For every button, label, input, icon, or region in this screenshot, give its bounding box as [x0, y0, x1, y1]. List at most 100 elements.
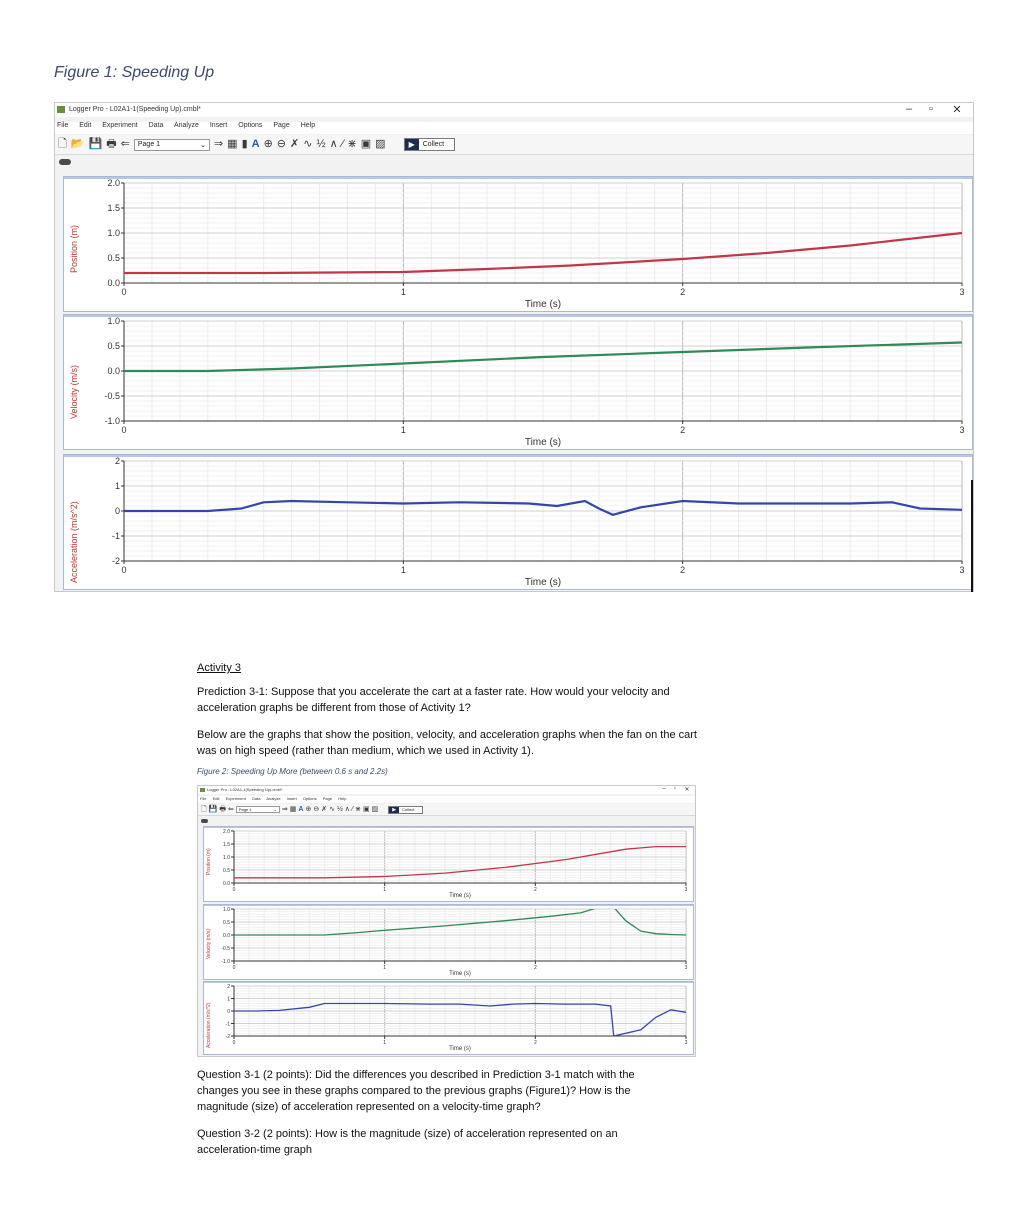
linear-fit-icon[interactable]: ⁄ [341, 138, 344, 150]
figure2-caption: Figure 2: Speeding Up More (between 0.6 … [197, 767, 388, 776]
tangent-icon[interactable]: ∿ [303, 138, 313, 150]
tangent-icon[interactable]: ∿ [329, 806, 335, 813]
calculator-icon[interactable]: ▮ [241, 138, 248, 150]
minimize-button[interactable]: – [905, 103, 913, 115]
series-line [234, 909, 686, 936]
photo-icon[interactable]: ▣ [362, 806, 370, 813]
page-select[interactable]: Page 1 ⌄ [235, 806, 280, 813]
x-axis-title: Time (s) [525, 577, 561, 587]
menu-file[interactable]: File [200, 796, 207, 801]
integral-icon[interactable]: ½ [336, 806, 343, 813]
position-graph-panel[interactable]: Position (m) 2.0 1.5 1.0 0.5 0.0 0 1 2 3 Time (s) [203, 826, 694, 902]
x-tick-label: 0 [121, 565, 126, 575]
restore-button[interactable]: ▫ [673, 786, 677, 792]
panel-top-bar [204, 982, 693, 983]
open-file-icon[interactable]: 📂 [70, 138, 85, 150]
window-title: Logger Pro - L02A1-1(Speeding Up).cmbl* [69, 106, 201, 113]
panel-top-bar [64, 177, 972, 179]
curve-fit-icon[interactable]: ⋇ [347, 138, 357, 150]
prev-page-icon[interactable]: ⇐ [120, 138, 130, 150]
velocity-axis-label: Velocity (m/s) [69, 364, 79, 419]
y-tick-label: 1 [227, 996, 230, 1002]
y-tick-label: -1.0 [221, 959, 230, 965]
zoom-out-icon[interactable]: ⊖ [313, 806, 320, 813]
zoom-in-icon[interactable]: ⊕ [305, 806, 312, 813]
graph-icon[interactable]: ▨ [375, 138, 386, 150]
prev-page-icon[interactable]: ⇐ [227, 806, 234, 813]
close-button[interactable]: ✕ [684, 787, 690, 793]
x-tick-label: 2 [680, 565, 685, 575]
position-graph-panel[interactable]: Position (m) 2.0 1.5 1.0 0.5 0.0 0 1 2 3 Time (s) [63, 176, 973, 312]
zoom-in-icon[interactable]: ⊕ [263, 138, 273, 150]
linear-fit-icon[interactable]: ⁄ [351, 806, 354, 813]
y-tick-label: 0.5 [223, 920, 230, 926]
next-page-icon[interactable]: ⇒ [281, 806, 288, 813]
y-tick-label: 1.0 [223, 855, 230, 861]
logger-pro-window: Logger Pro - L02A1-1(Speeding Up).cmbl* … [54, 102, 974, 592]
x-tick-label: 0 [121, 425, 126, 435]
save-icon[interactable]: 💾 [88, 138, 103, 150]
close-button[interactable]: ✕ [952, 104, 962, 116]
next-page-icon[interactable]: ⇒ [213, 138, 224, 150]
new-file-icon[interactable]: 🗋 [58, 138, 67, 150]
window-title: Logger Pro - L02A1-1(Speeding Up).cmbl* [207, 787, 283, 792]
menu-options[interactable]: Options [302, 796, 317, 801]
menu-page[interactable]: Page [322, 796, 333, 801]
x-axis-title: Time (s) [525, 299, 561, 309]
integral-icon[interactable]: ½ [316, 138, 326, 150]
autoscale-icon[interactable]: A [251, 138, 260, 150]
panel-top-bar [64, 455, 972, 457]
acceleration-graph-panel[interactable]: Acceleration (m/s^2) 2 1 0 -1 -2 0 1 2 3 Time (s) [63, 454, 973, 590]
toggle-icon[interactable] [59, 159, 71, 165]
curve-fit-icon[interactable]: ⋇ [355, 806, 361, 813]
table-icon[interactable]: ▦ [227, 138, 238, 150]
panel-top-bar [204, 827, 693, 828]
x-tick-label: 0 [233, 965, 236, 971]
velocity-graph-panel[interactable]: Velocity (m/s) 1.0 0.5 0.0 -0.5 -1.0 0 1 2 3 Time… [63, 314, 973, 450]
table-icon[interactable]: ▦ [289, 806, 297, 813]
zoom-out-icon[interactable]: ⊖ [276, 138, 287, 150]
graph-icon[interactable]: ▨ [371, 806, 379, 813]
new-file-icon[interactable]: 🗋 [201, 806, 207, 813]
save-icon[interactable]: 💾 [208, 806, 218, 813]
acceleration-axis-label: Acceleration (m/s^2) [206, 1002, 212, 1048]
autoscale-icon[interactable]: A [298, 806, 304, 813]
print-icon[interactable]: 🖶 [219, 806, 226, 813]
x-tick-label: 3 [959, 565, 964, 575]
x-tick-label: 3 [685, 887, 688, 893]
acceleration-graph-panel[interactable]: Acceleration (m/s^2) 2 1 0 -1 -2 0 1 2 3 Time (s) [203, 981, 694, 1055]
toggle-icon[interactable] [201, 819, 208, 823]
y-tick-label: 0 [227, 1009, 230, 1015]
menu-insert[interactable]: Insert [286, 796, 297, 801]
velocity-graph-panel[interactable]: Velocity (m/s) 1.0 0.5 0.0 -0.5 -1.0 0 1 2 3 Time… [203, 904, 694, 980]
statistics-icon[interactable]: ∧ [344, 806, 350, 813]
menu-file[interactable]: File [57, 122, 69, 129]
examine-icon[interactable]: ✗ [290, 138, 300, 150]
menu-edit[interactable]: Edit [212, 796, 220, 801]
position-axis-label: Position (m) [206, 848, 212, 875]
menu-data[interactable]: Data [148, 122, 164, 129]
menu-analyze[interactable]: Analyze [266, 796, 281, 801]
menu-page[interactable]: Page [273, 122, 290, 129]
menu-help[interactable]: Help [300, 122, 316, 129]
print-icon[interactable]: 🖶 [106, 138, 117, 150]
statistics-icon[interactable]: ∧ [329, 138, 338, 150]
restore-button[interactable]: ▫ [929, 103, 933, 115]
menu-analyze[interactable]: Analyze [173, 122, 199, 129]
app-icon [57, 106, 65, 113]
menu-help[interactable]: Help [338, 796, 347, 801]
x-tick-label: 2 [534, 1040, 537, 1046]
menu-insert[interactable]: Insert [209, 122, 228, 129]
collect-button[interactable]: ▶ Collect [403, 138, 456, 151]
menu-experiment[interactable]: Experiment [225, 796, 246, 801]
examine-icon[interactable]: ✗ [321, 806, 328, 813]
menu-experiment[interactable]: Experiment [102, 122, 138, 129]
collect-button[interactable]: ▶ Collect [388, 805, 424, 814]
menu-data[interactable]: Data [251, 796, 261, 801]
x-tick-label: 3 [685, 965, 688, 971]
photo-icon[interactable]: ▣ [360, 138, 372, 150]
minimize-button[interactable]: – [662, 786, 666, 792]
menu-options[interactable]: Options [238, 122, 263, 129]
page-select[interactable]: Page 1 ⌄ [133, 138, 210, 151]
menu-edit[interactable]: Edit [79, 122, 92, 129]
